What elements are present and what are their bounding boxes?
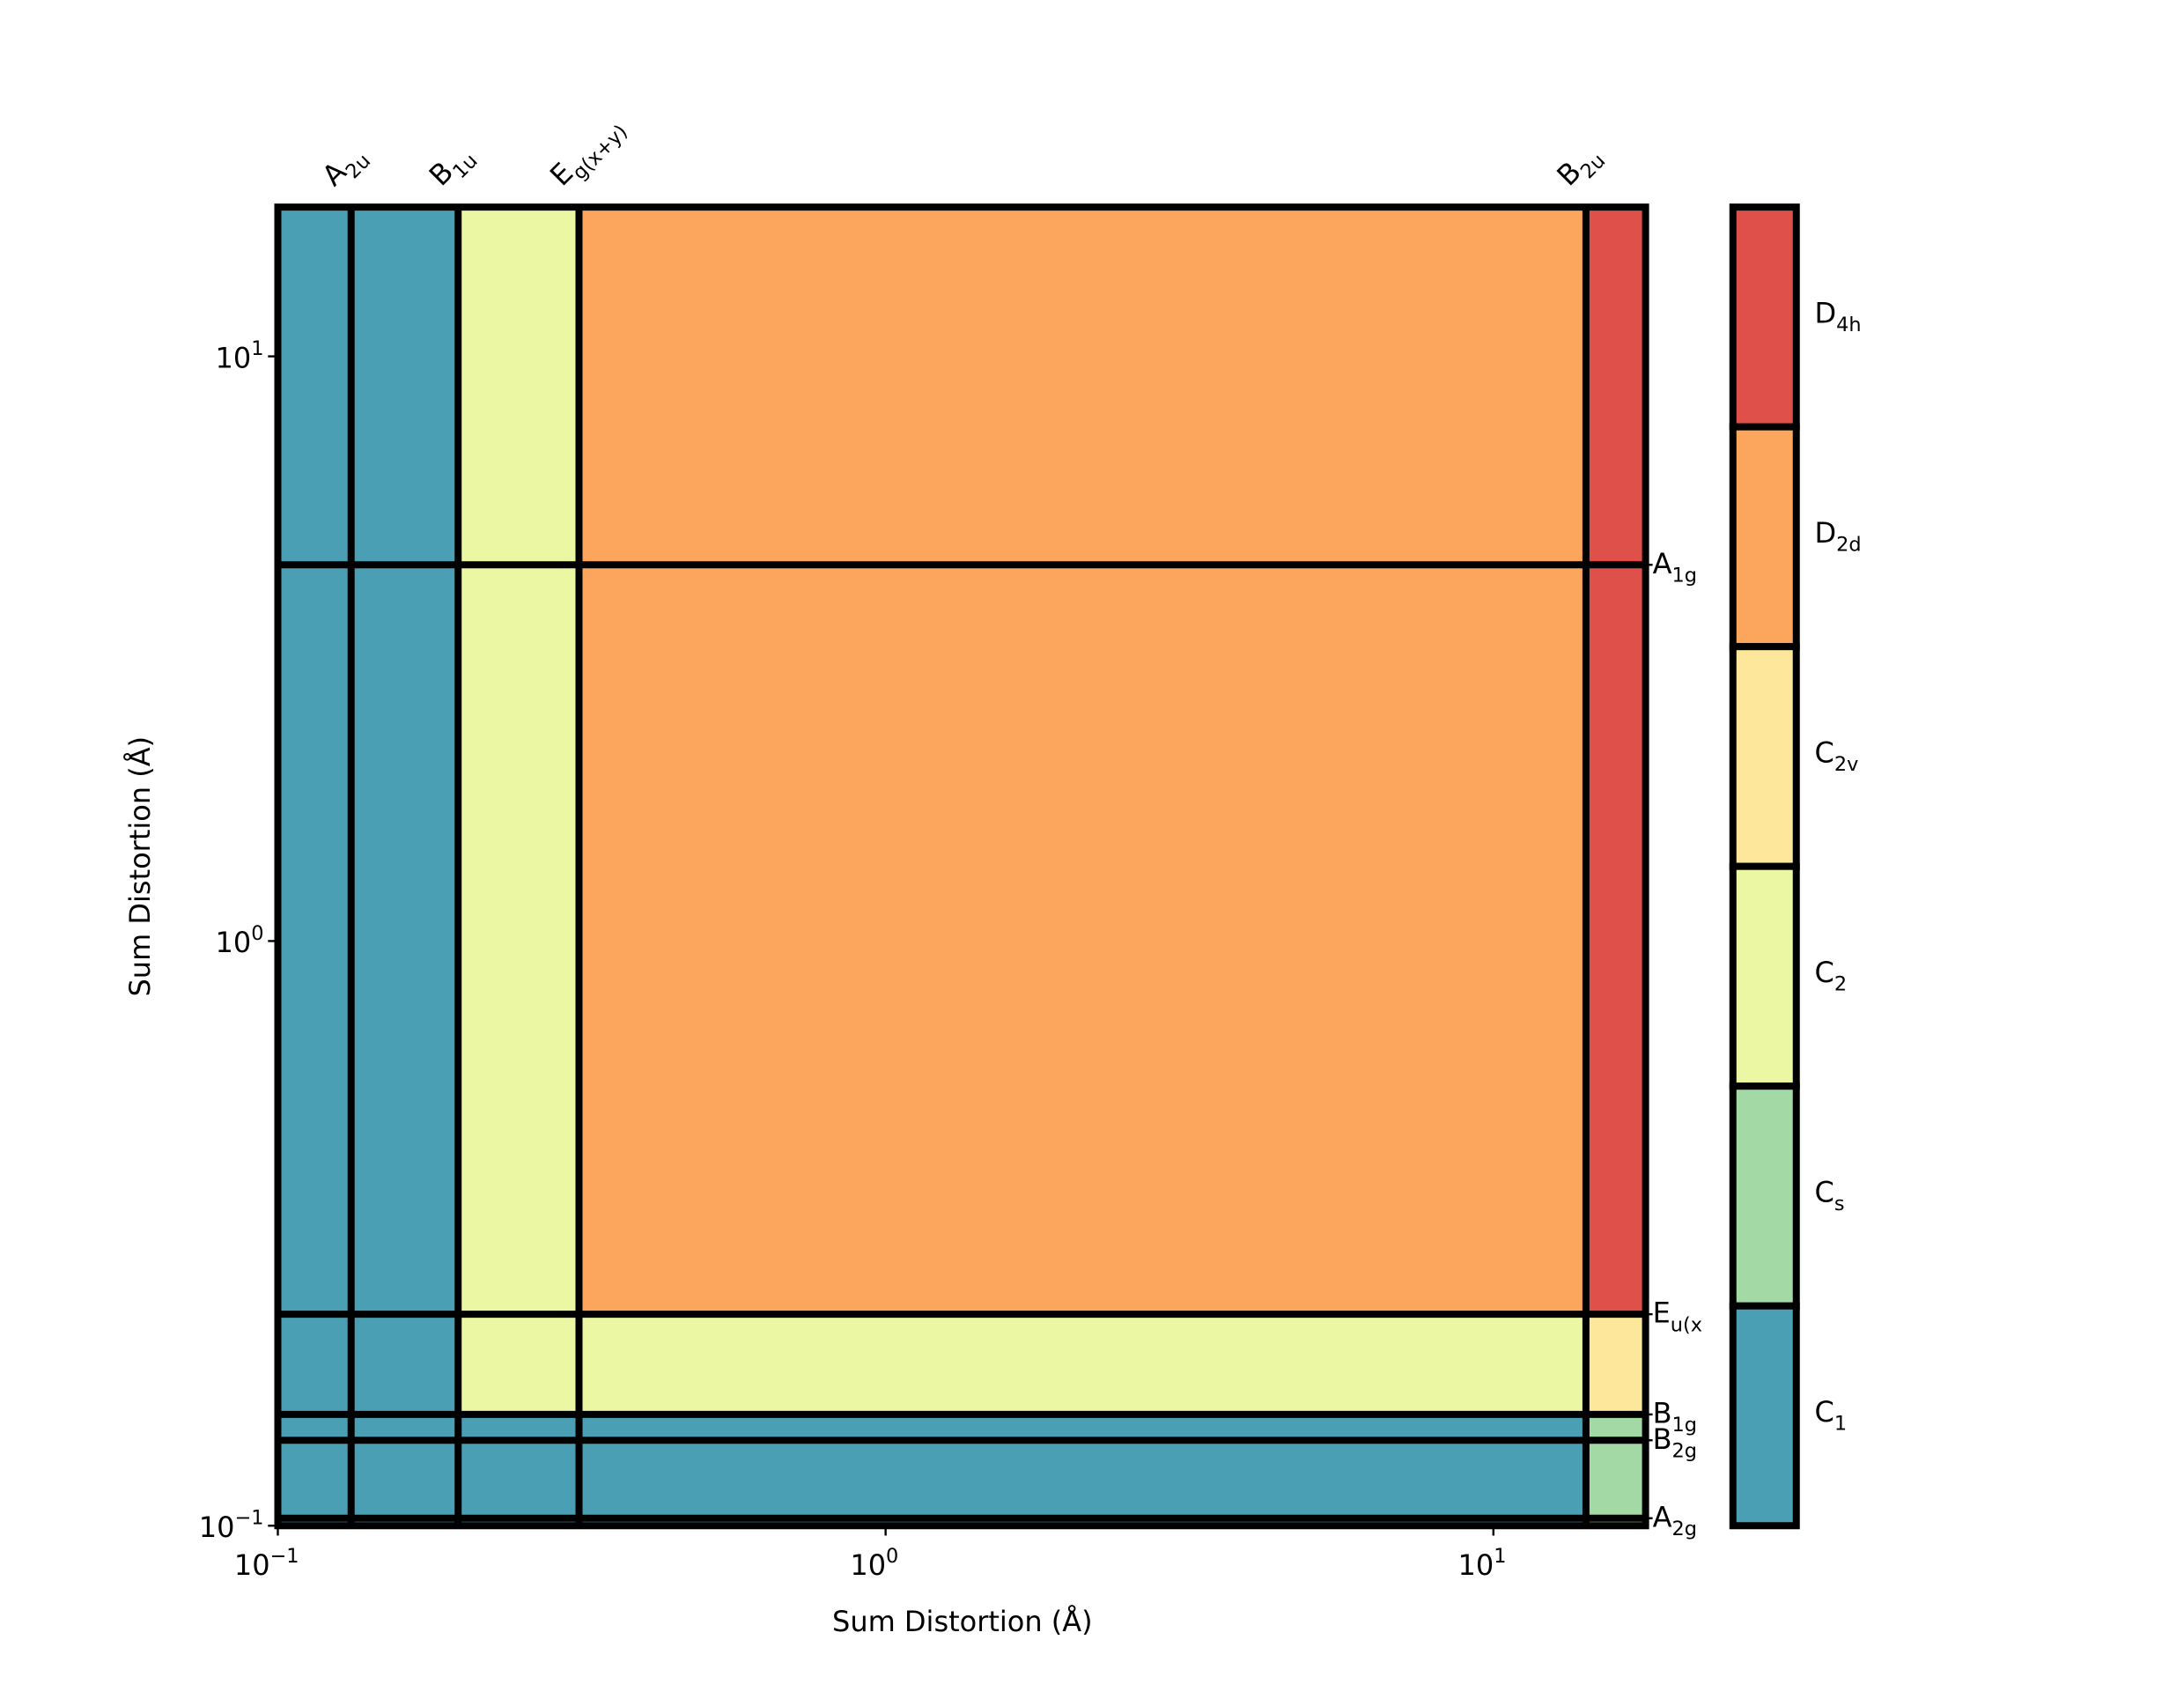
x-tick-label: 100 bbox=[850, 1545, 898, 1582]
x-threshold-label-sub: g(x+y) bbox=[568, 121, 632, 185]
region bbox=[277, 1314, 351, 1415]
region bbox=[350, 1414, 459, 1441]
colorbar-label: D4h bbox=[1815, 296, 1862, 336]
region bbox=[277, 1414, 351, 1441]
region bbox=[579, 565, 1586, 1315]
x-tick-label-base: 10 bbox=[850, 1548, 886, 1582]
region bbox=[579, 1414, 1586, 1441]
y-tick-label-sup: 1 bbox=[251, 337, 263, 360]
y-threshold-label: A2g bbox=[1653, 1500, 1697, 1540]
region bbox=[458, 1414, 579, 1441]
colorbar-segment bbox=[1729, 203, 1800, 431]
plot-frame bbox=[274, 203, 1649, 1530]
colorbar-label-base: C bbox=[1815, 1175, 1834, 1208]
x-tick-label: 101 bbox=[1458, 1545, 1507, 1582]
colorbar-segment bbox=[1729, 643, 1800, 870]
x-threshold-label: A2u bbox=[315, 137, 375, 197]
region bbox=[458, 1518, 579, 1526]
colorbar-label-sub: s bbox=[1834, 1193, 1845, 1215]
region bbox=[277, 565, 351, 1315]
colorbar-label-base: D bbox=[1815, 296, 1837, 329]
y-threshold-label-base: B bbox=[1653, 1397, 1672, 1430]
y-threshold-label: B2g bbox=[1653, 1422, 1697, 1463]
x-threshold-label: B1u bbox=[423, 137, 483, 197]
region bbox=[277, 207, 351, 565]
y-threshold-label-base: A bbox=[1653, 1500, 1672, 1533]
y-tick-label: 100 bbox=[216, 922, 264, 959]
y-tick-label-sup: −1 bbox=[235, 1507, 264, 1530]
colorbar-label-sub: 2v bbox=[1834, 753, 1858, 776]
region bbox=[579, 1518, 1586, 1526]
colorbar-label-base: C bbox=[1815, 1395, 1834, 1429]
y-threshold-label: A1g bbox=[1653, 547, 1697, 587]
colorbar-label-sub: 2d bbox=[1836, 533, 1861, 556]
y-threshold-label-sub: u(x bbox=[1671, 1313, 1702, 1336]
y-threshold-label-base: A bbox=[1653, 547, 1672, 580]
colorbar-label: D2d bbox=[1815, 516, 1862, 557]
y-threshold-label-sub: 2g bbox=[1672, 1439, 1697, 1462]
region bbox=[350, 1314, 459, 1415]
y-tick-label-base: 10 bbox=[216, 341, 252, 374]
region bbox=[458, 1440, 579, 1518]
x-axis-label: Sum Distortion (Å) bbox=[832, 1605, 1093, 1638]
colorbar-label-sub: 4h bbox=[1836, 314, 1861, 336]
region bbox=[458, 1314, 579, 1415]
region bbox=[579, 1314, 1586, 1415]
colorbar-label: Cs bbox=[1815, 1175, 1845, 1215]
y-threshold-label-base: E bbox=[1653, 1296, 1671, 1330]
y-tick-label-base: 10 bbox=[216, 926, 252, 959]
y-threshold-label: B1g bbox=[1653, 1397, 1697, 1437]
region bbox=[1585, 1518, 1646, 1526]
colorbar-label-base: C bbox=[1815, 956, 1834, 989]
region bbox=[1585, 565, 1646, 1315]
colorbar-label-sub: 1 bbox=[1834, 1412, 1847, 1435]
region bbox=[350, 1518, 459, 1526]
colorbar-segment bbox=[1729, 862, 1800, 1090]
colorbar-label: C2 bbox=[1815, 956, 1848, 996]
region bbox=[277, 1440, 351, 1518]
x-tick-label-sup: −1 bbox=[270, 1545, 299, 1568]
y-threshold-label-sub: 1g bbox=[1672, 1414, 1697, 1437]
y-tick-label-base: 10 bbox=[199, 1511, 235, 1544]
y-tick-label: 10−1 bbox=[199, 1507, 264, 1544]
y-tick-label-sup: 0 bbox=[251, 922, 263, 945]
x-tick-label-sup: 0 bbox=[886, 1545, 898, 1568]
x-tick-label-base: 10 bbox=[234, 1548, 270, 1582]
colorbar-segment bbox=[1729, 1302, 1800, 1530]
region bbox=[458, 207, 579, 565]
y-threshold-label-sub: 2g bbox=[1671, 1518, 1696, 1540]
colorbar-label: C1 bbox=[1815, 1395, 1848, 1436]
region bbox=[277, 1518, 351, 1526]
region bbox=[350, 565, 459, 1315]
colorbar-segment bbox=[1729, 423, 1800, 651]
region bbox=[579, 1440, 1586, 1518]
y-tick-label: 101 bbox=[216, 337, 264, 374]
x-tick-label-sup: 1 bbox=[1494, 1545, 1506, 1568]
region bbox=[350, 207, 459, 565]
colorbar-segment bbox=[1729, 1082, 1800, 1310]
colorbar-label: C2v bbox=[1815, 735, 1859, 776]
y-threshold-label-base: B bbox=[1653, 1422, 1672, 1456]
x-threshold-label: Eg(x+y) bbox=[543, 108, 632, 197]
region bbox=[458, 565, 579, 1315]
colorbar-label-base: D bbox=[1815, 516, 1837, 550]
region bbox=[1585, 207, 1646, 565]
region bbox=[1585, 1414, 1646, 1441]
y-axis-label: Sum Distortion (Å) bbox=[123, 736, 157, 997]
y-threshold-label: Eu(x bbox=[1653, 1296, 1702, 1337]
colorbar-label-base: C bbox=[1815, 735, 1834, 769]
x-threshold-label: B2u bbox=[1550, 137, 1610, 197]
region bbox=[579, 207, 1586, 565]
x-tick-label: 10−1 bbox=[234, 1545, 299, 1582]
y-threshold-label-sub: 1g bbox=[1671, 564, 1696, 587]
colorbar-label-sub: 2 bbox=[1834, 972, 1847, 995]
region bbox=[1585, 1314, 1646, 1415]
x-tick-label-base: 10 bbox=[1458, 1548, 1494, 1582]
region bbox=[350, 1440, 459, 1518]
region bbox=[1585, 1440, 1646, 1518]
